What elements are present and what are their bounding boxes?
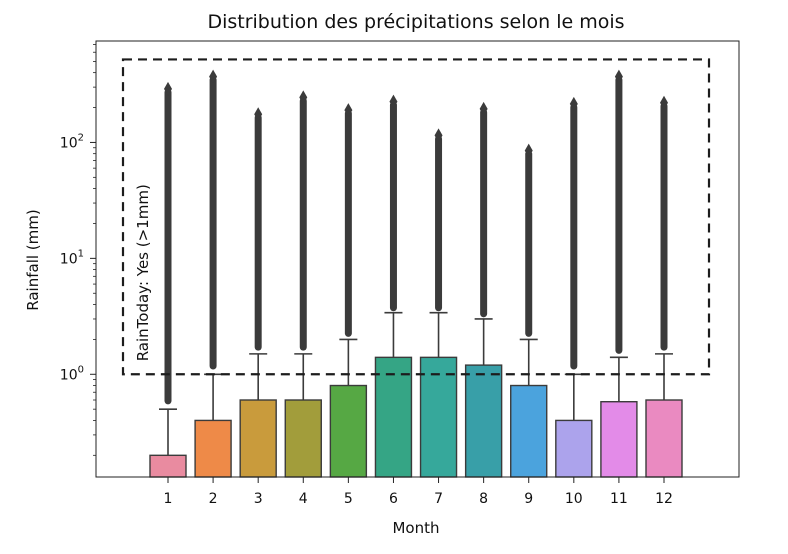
outlier-points [344,110,352,337]
x-tick-label: 12 [655,491,673,507]
box-month-9 [510,384,548,478]
outlier-points [435,135,443,312]
outlier-marker [524,143,533,158]
box-month-2 [194,419,232,478]
annotation-box [121,58,711,376]
box-month-8 [464,364,503,478]
x-axis-label: Month [392,519,439,537]
outlier-marker [614,69,623,84]
y-axis-label: Rainfall (mm) [24,209,42,310]
outlier-points [254,114,262,351]
outlier-marker [164,81,172,96]
x-tick-label: 11 [610,491,628,507]
box-month-1 [149,454,187,478]
outlier-marker [299,90,308,105]
outlier-points [389,101,397,312]
x-tick-label: 5 [344,491,353,507]
box-month-5 [329,384,368,478]
x-tick-label: 1 [164,491,173,507]
outlier-marker [209,69,218,84]
outlier-points [164,88,172,405]
box-month-6 [374,356,413,478]
outlier-marker [479,101,488,116]
box-month-3 [239,399,277,478]
x-tick-label: 9 [524,491,533,507]
outlier-points [660,102,668,351]
outlier-points [570,103,578,370]
outlier-points [299,97,307,351]
outlier-points [525,150,533,337]
box-month-12 [645,399,683,478]
x-tick-label: 6 [389,491,398,507]
outlier-marker [344,103,353,118]
annotation-label: RainToday: Yes (>1mm) [134,184,152,361]
axes-frame [95,40,740,478]
box-month-11 [600,401,638,478]
x-tick-label: 7 [434,491,443,507]
x-tick-label: 10 [565,491,583,507]
outlier-marker [434,128,443,143]
box-month-10 [555,419,593,478]
chart-title: Distribution des précipitations selon le… [207,11,624,33]
outlier-points [480,108,488,318]
box-month-4 [284,399,322,478]
outlier-marker [254,107,263,122]
x-tick-label: 3 [254,491,263,507]
x-tick-label: 8 [479,491,488,507]
x-tick-label: 2 [209,491,218,507]
outlier-marker [660,95,668,110]
outlier-points [615,76,623,354]
outlier-marker [389,94,398,109]
outlier-points [209,76,217,370]
outlier-marker [569,96,578,111]
x-tick-label: 4 [299,491,308,507]
